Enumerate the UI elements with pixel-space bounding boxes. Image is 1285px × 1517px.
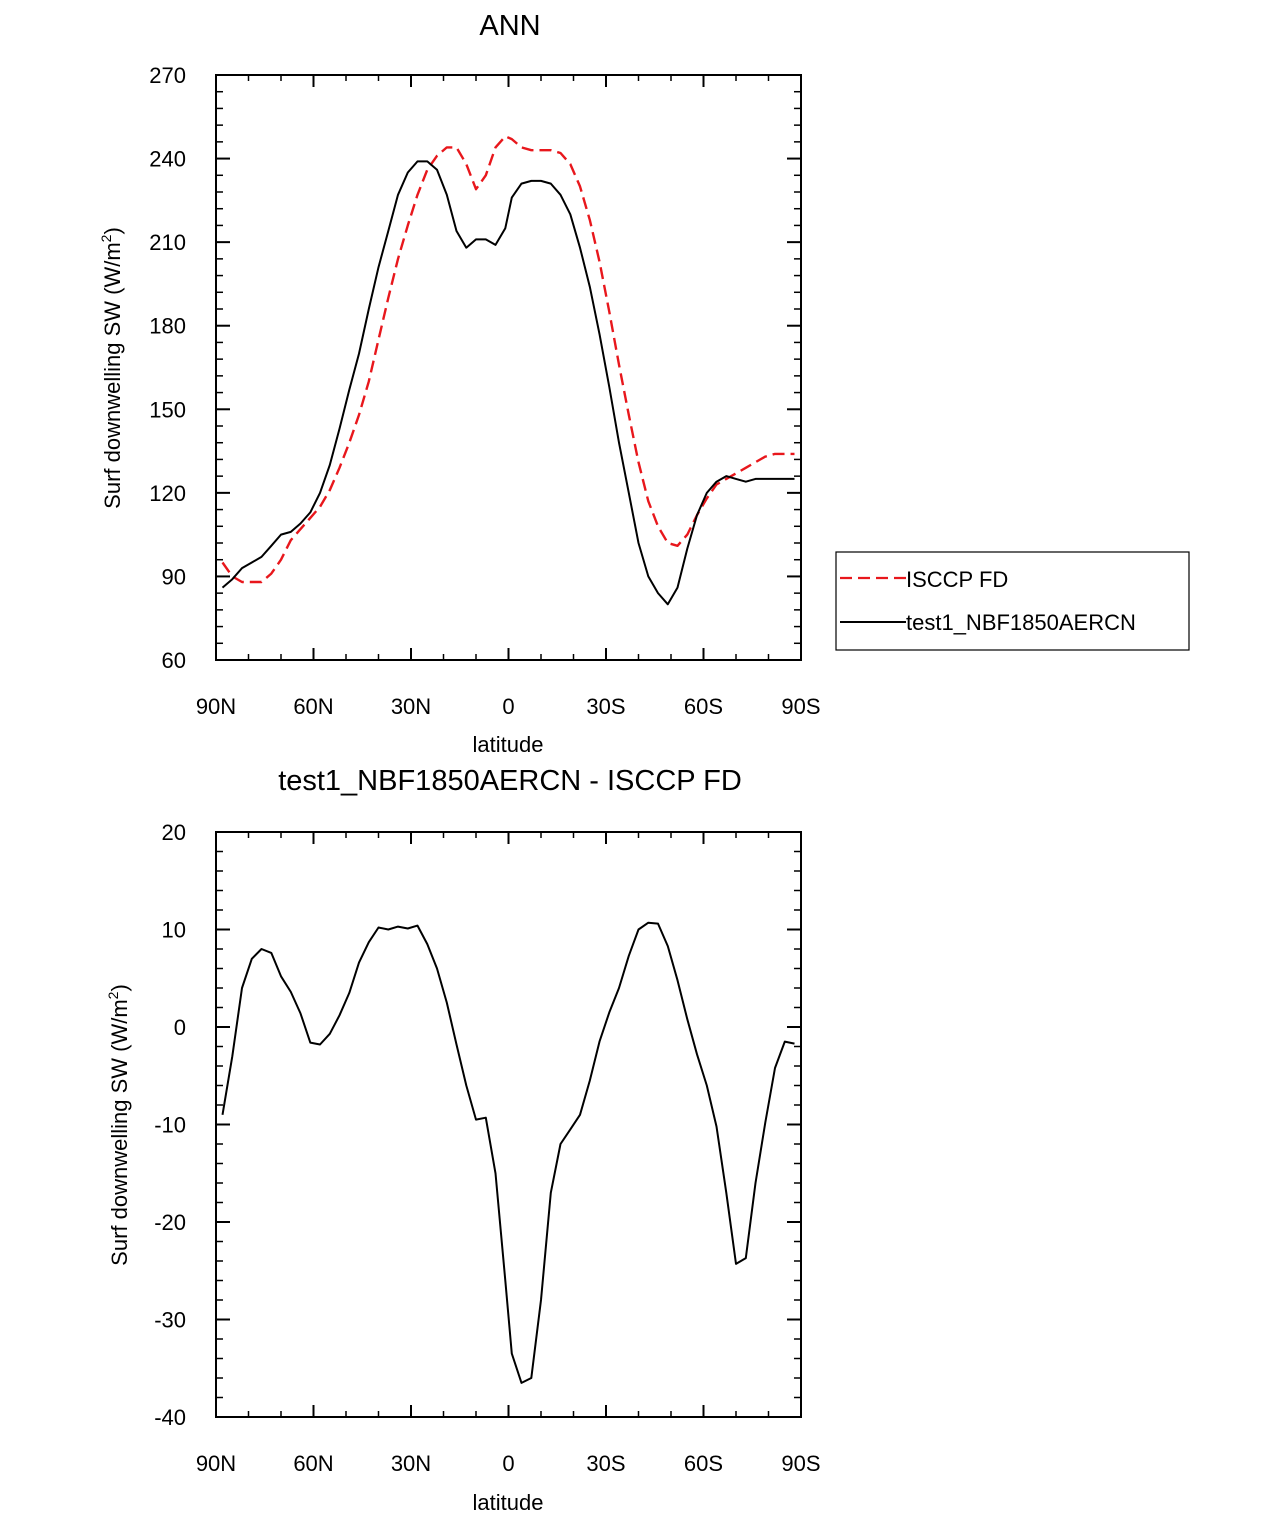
y-tick-label: 10 bbox=[162, 918, 186, 943]
top-y-axis-label: Surf downwelling SW (W/m2) bbox=[98, 227, 125, 509]
x-tick-label: 90S bbox=[781, 1451, 820, 1476]
bottom-y-axis-label-close: ) bbox=[107, 984, 132, 991]
y-tick-label: -20 bbox=[154, 1210, 186, 1235]
bottom-panel: test1_NBF1850AERCN - ISCCP FD 90N 60N 30N 0… bbox=[105, 765, 821, 1515]
bottom-axis-ticks bbox=[215, 831, 802, 1418]
bottom-plot-frame bbox=[215, 831, 802, 1418]
top-tick-labels: 90N 60N 30N 0 30S 60S 90S 60 90 120 150 180 210 240 27… bbox=[149, 63, 820, 719]
top-x-axis-label: latitude bbox=[473, 732, 544, 757]
top-y-axis-label-sup: 2 bbox=[98, 234, 114, 242]
y-tick-label: -10 bbox=[154, 1113, 186, 1138]
top-y-axis-label-main: Surf downwelling SW (W/m bbox=[100, 242, 125, 509]
x-tick-label: 60N bbox=[293, 694, 333, 719]
x-tick-label: 60S bbox=[684, 1451, 723, 1476]
y-tick-label: -40 bbox=[154, 1405, 186, 1430]
x-tick-label: 30N bbox=[391, 1451, 431, 1476]
x-tick-label: 60S bbox=[684, 694, 723, 719]
x-tick-label: 30S bbox=[586, 1451, 625, 1476]
y-tick-label: 150 bbox=[149, 397, 186, 422]
bottom-y-axis-label-main: Surf downwelling SW (W/m bbox=[107, 999, 132, 1266]
bottom-series-difference bbox=[221, 921, 795, 1384]
y-tick-label: 60 bbox=[162, 648, 186, 673]
bottom-chart-title: test1_NBF1850AERCN - ISCCP FD bbox=[278, 765, 742, 797]
y-tick-label: 120 bbox=[149, 481, 186, 506]
y-tick-label: 210 bbox=[149, 230, 186, 255]
top-chart-title: ANN bbox=[479, 10, 540, 42]
y-tick-label: 270 bbox=[149, 63, 186, 88]
x-tick-label: 60N bbox=[293, 1451, 333, 1476]
top-y-axis-label-close: ) bbox=[100, 227, 125, 234]
y-tick-label: 90 bbox=[162, 564, 186, 589]
x-tick-label: 90S bbox=[781, 694, 820, 719]
bottom-y-axis-label-sup: 2 bbox=[105, 991, 121, 999]
bottom-tick-labels: 90N 60N 30N 0 30S 60S 90S -40 -30 -20 -10 0 10 20 bbox=[154, 820, 820, 1476]
top-series-test1-nbf1850aercn bbox=[221, 160, 795, 606]
x-tick-label: 0 bbox=[502, 1451, 514, 1476]
top-series-layer bbox=[221, 135, 795, 606]
top-axis-ticks bbox=[215, 74, 802, 661]
bottom-x-axis-label: latitude bbox=[473, 1490, 544, 1515]
y-tick-label: 240 bbox=[149, 147, 186, 172]
bottom-series-layer bbox=[221, 921, 795, 1384]
legend-box bbox=[835, 551, 1190, 651]
legend-label-isccp: ISCCP FD bbox=[906, 567, 1008, 592]
x-tick-label: 30S bbox=[586, 694, 625, 719]
y-tick-label: 20 bbox=[162, 820, 186, 845]
x-tick-label: 90N bbox=[196, 694, 236, 719]
x-tick-label: 0 bbox=[502, 694, 514, 719]
y-tick-label: 0 bbox=[174, 1015, 186, 1040]
top-panel: ANN 90N 60N 30N 0 30S 60S 90S 60 90 120 150 180 210 2… bbox=[98, 10, 821, 757]
y-tick-label: 180 bbox=[149, 314, 186, 339]
x-tick-label: 30N bbox=[391, 694, 431, 719]
bottom-y-axis-label: Surf downwelling SW (W/m2) bbox=[105, 984, 132, 1266]
legend: ISCCP FD test1_NBF1850AERCN bbox=[835, 551, 1190, 651]
top-plot-frame bbox=[215, 74, 802, 661]
legend-label-test1: test1_NBF1850AERCN bbox=[906, 610, 1136, 635]
y-tick-label: -30 bbox=[154, 1308, 186, 1333]
x-tick-label: 90N bbox=[196, 1451, 236, 1476]
